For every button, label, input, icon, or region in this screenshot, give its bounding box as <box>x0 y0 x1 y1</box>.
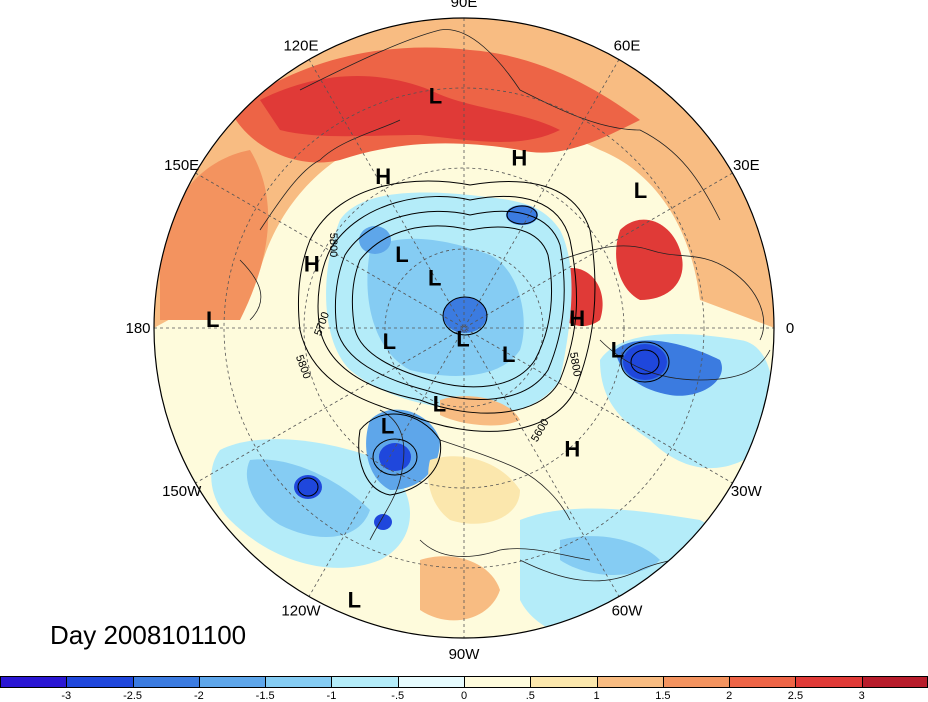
colorbar-box <box>198 676 266 688</box>
low-pressure-marker: L <box>433 391 446 416</box>
colorbar-tick-label: -1 <box>326 690 337 702</box>
longitude-label: 120E <box>283 38 318 55</box>
colorbar-box <box>0 676 67 688</box>
colorbar-box <box>662 676 730 688</box>
warm-east-asia <box>160 150 269 320</box>
colorbar-tick-label: -1.5 <box>255 690 275 702</box>
colorbar-tick-label: 1.5 <box>655 690 671 702</box>
colorbar-tick-label: -.5 <box>391 690 405 702</box>
colorbar-box <box>132 676 199 688</box>
low-pressure-marker: L <box>502 342 515 367</box>
longitude-label: 30E <box>733 157 760 174</box>
colorbar-tick-label: 3 <box>858 690 865 702</box>
colorbar-tick-label: -2 <box>193 690 204 702</box>
longitude-label: 150W <box>162 483 202 500</box>
colorbar-box <box>397 676 464 688</box>
high-pressure-marker: H <box>511 146 527 171</box>
colorbar-box <box>861 676 928 688</box>
hot-africa <box>616 219 683 300</box>
date-title: Day 2008101100 <box>50 620 247 650</box>
contour-label: 5800 <box>567 351 583 377</box>
map-boundary <box>153 17 775 639</box>
longitude-label: 60W <box>612 602 644 619</box>
colorbar-tick-label: 2 <box>726 690 733 702</box>
colorbar-box <box>66 676 133 688</box>
low-pressure-marker: L <box>611 338 624 363</box>
low-pressure-marker: L <box>429 84 442 109</box>
colorbar-tick-label: -2.5 <box>123 690 143 702</box>
longitude-label: 60E <box>614 38 641 55</box>
colorbar-box <box>331 676 398 688</box>
colorbar-tick-label: 0 <box>460 690 468 702</box>
longitude-label: 150E <box>164 157 199 174</box>
longitude-label: 180 <box>125 320 150 337</box>
colorbar-box <box>265 676 332 688</box>
low-pressure-marker: L <box>395 242 408 267</box>
low-pressure-marker: L <box>381 414 394 439</box>
longitude-label: 0 <box>786 320 794 337</box>
colorbar-box <box>464 676 531 688</box>
high-pressure-marker: H <box>375 164 391 189</box>
colorbar-box <box>795 676 862 688</box>
warm-north-america <box>428 456 520 524</box>
colorbar-tick-label: -3 <box>61 690 72 702</box>
colorbar-tick-label: .5 <box>525 690 535 702</box>
longitude-label: 30W <box>731 483 763 500</box>
longitude-label: 90E <box>451 0 478 11</box>
longitude-labels: 90E 60E 30E 0 30W 60W 90W 120W 150W 180 150E 120E <box>125 0 794 663</box>
colorbar-box <box>596 676 663 688</box>
coastlines <box>239 29 771 582</box>
colorbar-tick-label: 1 <box>593 690 600 702</box>
height-contours <box>297 180 670 497</box>
high-pressure-marker: H <box>564 436 580 461</box>
low-pressure-marker: L <box>383 329 396 354</box>
low-pressure-marker: L <box>206 307 219 332</box>
low-pressure-marker: L <box>428 265 441 290</box>
low-pressure-marker: L <box>348 587 361 612</box>
colorbar: -3 -2.5 -2 -1.5 -1 -.5 0 .5 1 1.5 2 2.5 3 <box>0 676 928 702</box>
low-pressure-marker: L <box>456 326 469 351</box>
longitude-label: 120W <box>281 602 321 619</box>
colorbar-box <box>530 676 597 688</box>
low-pressure-marker: L <box>634 178 647 203</box>
hot-core-siberia <box>260 76 560 142</box>
colorbar-tick-label: 2.5 <box>787 690 804 702</box>
colorbar-box <box>729 676 796 688</box>
high-pressure-marker: H <box>304 251 320 276</box>
longitude-label: 90W <box>449 646 481 663</box>
contour-label: 5800 <box>327 233 339 257</box>
high-pressure-marker: H <box>569 306 585 331</box>
graticule <box>154 18 774 638</box>
